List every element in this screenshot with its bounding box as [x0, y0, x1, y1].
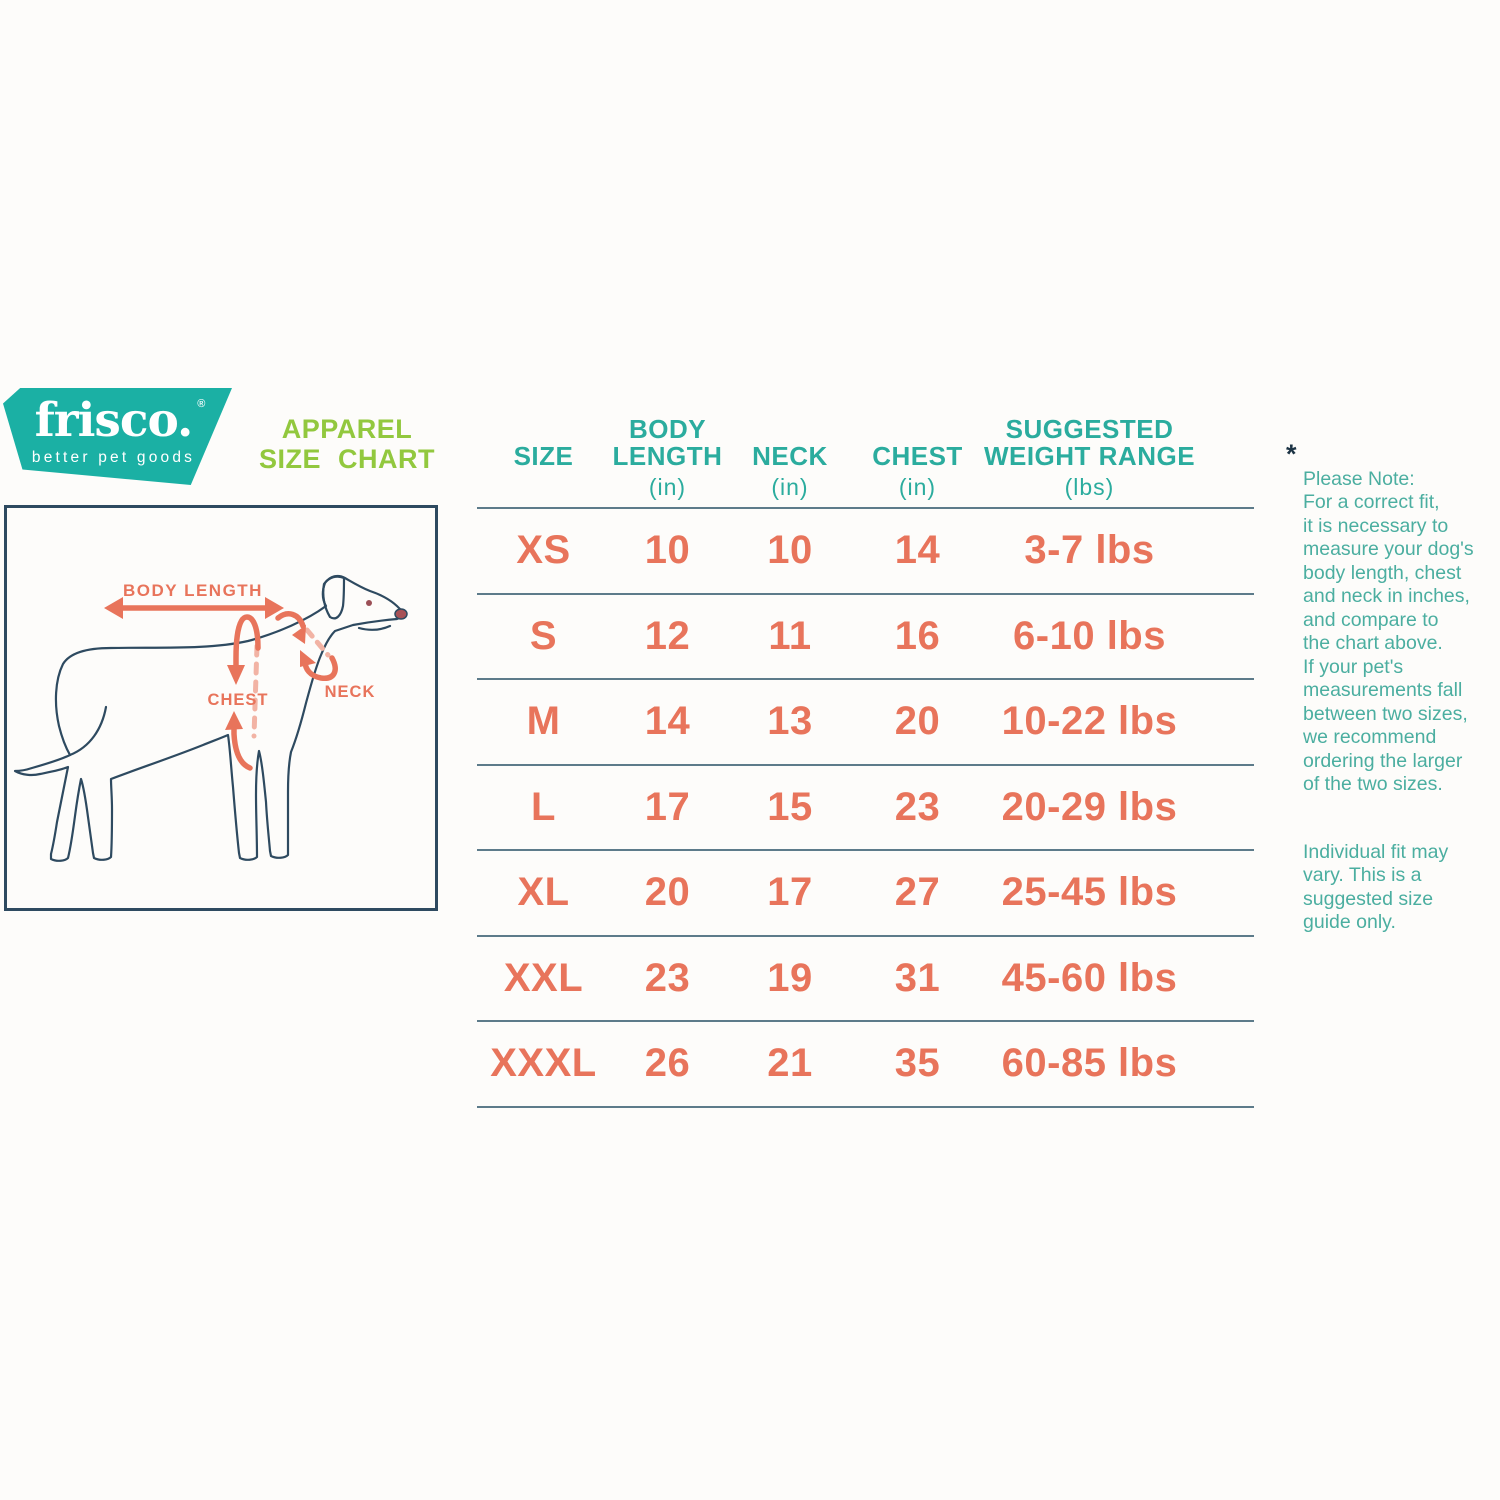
weight-range-value: 60-85 lbs: [1001, 1041, 1178, 1086]
dog-line-drawing-icon: [13, 574, 408, 862]
size-value: XS: [516, 528, 571, 573]
table-row-xl: XL 20 17 27 25-45 lbs: [477, 851, 1254, 937]
fit-disclaimer-text: Individual fit may vary. This is a sugge…: [1303, 840, 1449, 934]
chest-value: 31: [894, 955, 941, 1000]
table-row-m: M 14 13 20 10-22 lbs: [477, 680, 1254, 766]
neck-value: 13: [767, 699, 813, 744]
neck-value: 19: [767, 955, 813, 1000]
asterisk: *: [1286, 439, 1297, 469]
page-title-line1: APPAREL: [281, 414, 413, 444]
size-value: XXXL: [490, 1041, 597, 1086]
neck-label: NECK: [324, 683, 376, 701]
chest-measure-arrows: [225, 614, 261, 771]
neck-value: 10: [767, 528, 813, 573]
frisco-logo-banner: frisco. ® better pet goods: [3, 388, 232, 485]
chest-value: 20: [894, 699, 941, 744]
body-length-label: BODY LENGTH: [123, 581, 263, 600]
header-body-length: BODY LENGTH (in): [612, 414, 723, 501]
neck-value: 21: [767, 1041, 813, 1086]
neck-dashed-line: [304, 627, 331, 658]
weight-range-value: 45-60 lbs: [1001, 955, 1178, 1000]
body-length-value: 26: [644, 1041, 691, 1086]
page-title-line2: SIZE CHART: [259, 444, 435, 474]
please-note-text: * Please Note: For a correct fit, it is n…: [1286, 439, 1500, 797]
table-row-s: S 12 11 16 6-10 lbs: [477, 595, 1254, 680]
dog-measurement-diagram: BODY LENGTH CHEST NECK: [4, 505, 438, 911]
body-length-value: 12: [644, 613, 691, 658]
brand-name: frisco. ®: [34, 392, 206, 448]
body-length-value: 23: [644, 955, 691, 1000]
body-length-value: 10: [644, 528, 691, 573]
dog-eye: [366, 600, 372, 606]
header-size: SIZE: [513, 441, 574, 471]
table-row-xs: XS 10 10 14 3-7 lbs: [477, 509, 1254, 595]
neck-value: 11: [768, 613, 812, 658]
chest-value: 16: [894, 613, 941, 658]
table-row-xxxl: XXXL 26 21 35 60-85 lbs: [477, 1022, 1254, 1108]
chest-value: 23: [894, 784, 941, 829]
size-value: XXL: [503, 955, 584, 1000]
size-value: M: [526, 699, 561, 744]
header-chest: CHEST (in): [872, 441, 963, 501]
dog-nose: [394, 608, 408, 620]
body-length-value: 20: [644, 870, 691, 915]
weight-range-value: 6-10 lbs: [1013, 613, 1166, 658]
weight-range-value: 3-7 lbs: [1024, 528, 1155, 573]
body-length-value: 14: [644, 699, 691, 744]
table-row-xxl: XXL 23 19 31 45-60 lbs: [477, 937, 1254, 1022]
table-header-row: SIZE BODY LENGTH (in) NECK (in) CHEST (i…: [477, 410, 1254, 509]
table-row-l: L 17 15 23 20-29 lbs: [477, 766, 1254, 851]
chest-label: CHEST: [207, 691, 269, 709]
size-value: S: [529, 613, 558, 658]
chest-value: 35: [894, 1041, 941, 1086]
registered-mark: ®: [197, 397, 205, 410]
header-neck: NECK (in): [752, 441, 828, 501]
size-value: L: [531, 784, 556, 829]
weight-range-value: 20-29 lbs: [1001, 784, 1178, 829]
weight-range-value: 25-45 lbs: [1001, 870, 1178, 915]
note-paragraph-1: Please Note: For a correct fit, it is ne…: [1303, 467, 1474, 796]
chest-value: 14: [894, 528, 941, 573]
size-value: XL: [517, 870, 570, 915]
neck-measure-arrows: [275, 611, 338, 681]
chest-value: 27: [894, 870, 941, 915]
neck-value: 15: [767, 784, 813, 829]
fit-note: * Please Note: For a correct fit, it is n…: [1286, 439, 1500, 935]
header-weight-range: SUGGESTED WEIGHT RANGE (lbs): [983, 414, 1196, 501]
chest-dashed-line: [251, 643, 260, 739]
body-length-arrow: [104, 597, 284, 619]
weight-range-value: 10-22 lbs: [1001, 699, 1178, 744]
size-chart-table: SIZE BODY LENGTH (in) NECK (in) CHEST (i…: [477, 410, 1254, 1108]
body-length-value: 17: [644, 784, 691, 829]
page-title: APPAREL SIZE CHART: [250, 414, 444, 474]
neck-value: 17: [767, 870, 813, 915]
brand-tagline: better pet goods: [31, 448, 196, 466]
